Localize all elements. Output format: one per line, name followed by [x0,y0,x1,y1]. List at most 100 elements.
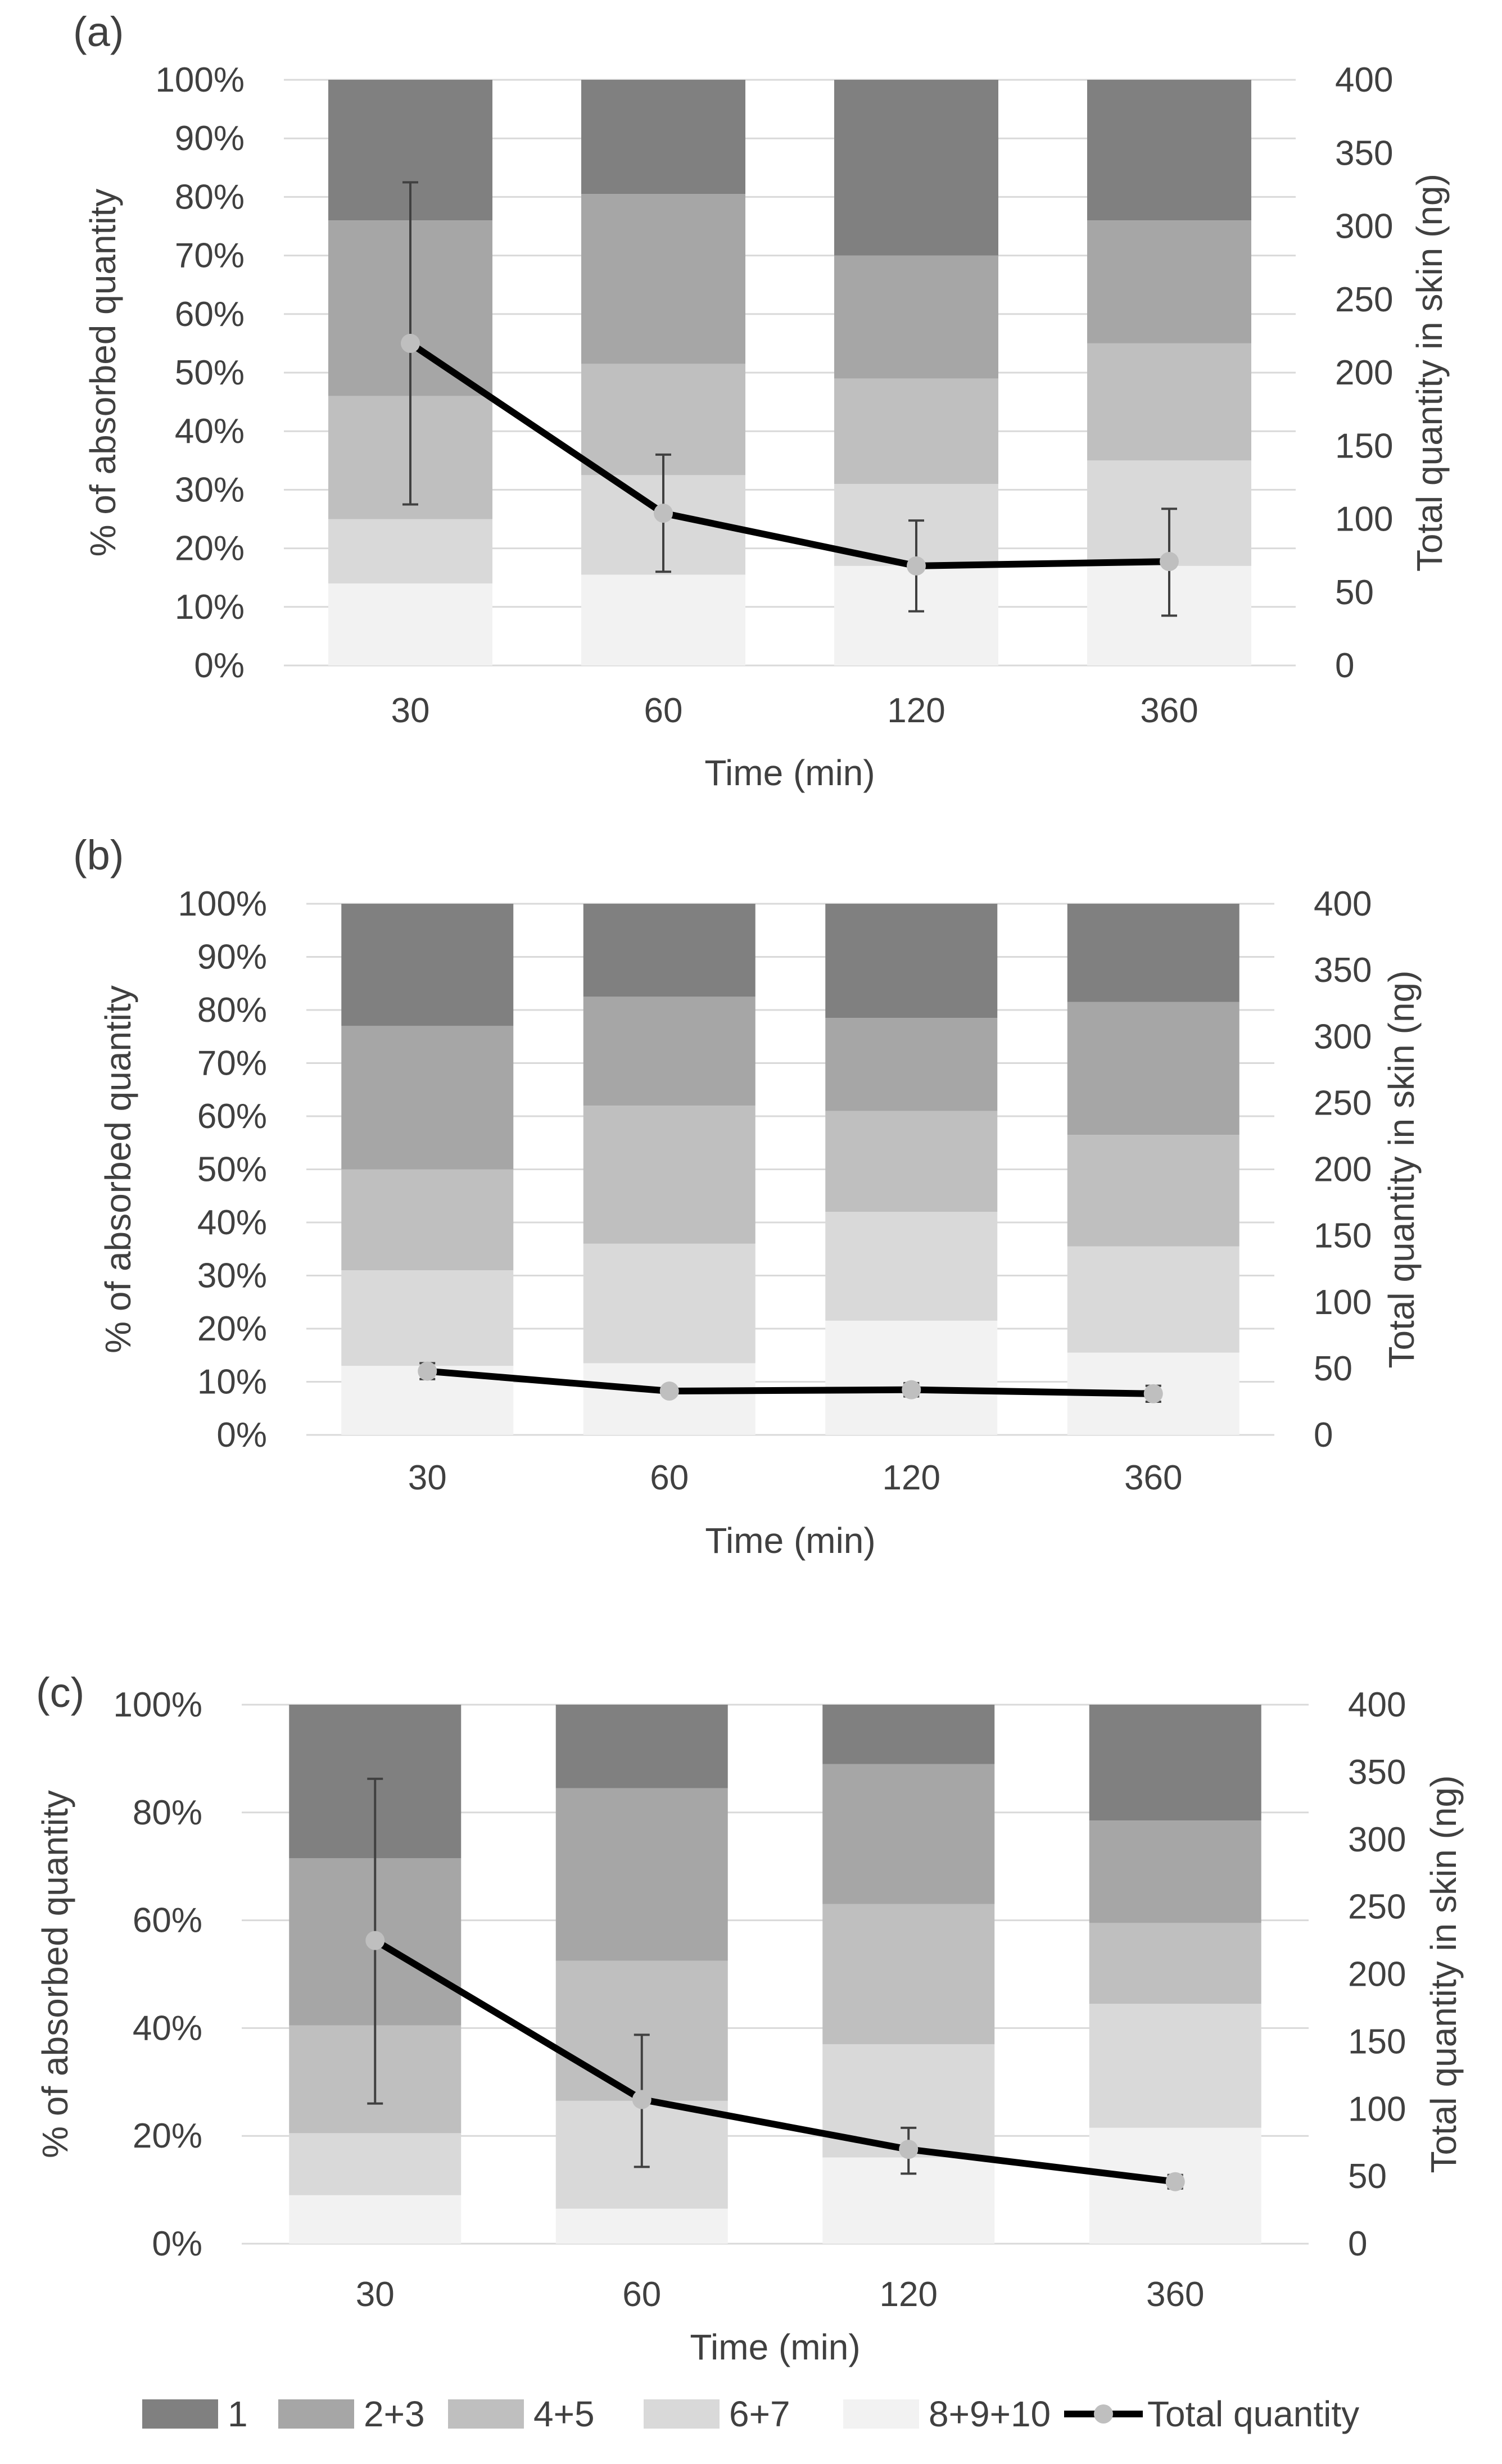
x-tick-label: 60 [650,1459,689,1497]
total-quantity-point [418,1361,437,1381]
y2-tick-label: 0 [1348,2225,1367,2263]
bar-segment [825,904,998,1018]
y-tick-label: 60% [133,1901,202,1940]
bar-segment [289,2133,462,2195]
y2-tick-label: 150 [1335,427,1393,465]
bar-segment [822,1705,995,1764]
y2-tick-label: 200 [1335,354,1393,392]
bar-segment [341,1026,514,1170]
bar-segment [1087,343,1251,461]
y-tick-label: 100% [113,1686,202,1724]
legend-swatch [278,2399,354,2429]
bar-segment [341,1270,514,1366]
total-quantity-point [654,504,673,523]
bar-segment [581,194,745,364]
bar-segment [1067,1002,1239,1135]
bar-segment [341,1169,514,1271]
y-tick-label: 80% [175,178,245,216]
legend-label: Total quantity [1147,2394,1359,2434]
legend: 1 2+3 4+5 6+7 8+9+10 Total quantity [142,2394,1359,2434]
bar-segment [1087,220,1251,343]
bar-segment [822,1764,995,1904]
bar-segment [825,1212,998,1321]
bar-segment [822,1904,995,2045]
x-tick-label: 360 [1124,1459,1182,1497]
y-tick-label: 80% [197,991,267,1030]
y2-tick-label: 400 [1314,885,1372,923]
x-tick-label: 120 [887,691,945,730]
bar-segment [583,1106,755,1244]
y-tick-label: 70% [175,237,245,275]
total-quantity-point [1165,2172,1185,2191]
y2-axis-title: Total quantity in skin (ng) [1409,174,1450,572]
y2-tick-label: 250 [1314,1084,1372,1122]
y-tick-label: 20% [197,1310,267,1348]
bar-segment [581,80,745,194]
bar-segment [583,1243,755,1364]
bar-segment [1067,904,1239,1002]
y2-tick-label: 400 [1348,1686,1406,1724]
bar-segment [834,80,998,256]
bar-segment [1089,2004,1261,2128]
y2-tick-label: 350 [1314,951,1372,990]
bar-segment [825,1320,998,1435]
y2-axis-title: Total quantity in skin (ng) [1381,971,1422,1369]
y2-tick-label: 0 [1335,646,1354,685]
y-tick-label: 40% [175,412,245,451]
total-quantity-line [408,340,1170,569]
bar-segment [341,904,514,1026]
y-tick-label: 0% [152,2225,202,2263]
y-tick-label: 40% [197,1203,267,1242]
chart-panel: 0% 10% 20% 30% 40% 50% 60% 70% 80% 90% 100% 0 50 100 1… [73,8,1450,793]
y2-tick-label: 100 [1348,2090,1406,2128]
x-tick-label: 120 [883,1459,940,1497]
y2-tick-label: 300 [1314,1017,1372,1056]
y-tick-label: 40% [133,2009,202,2048]
legend-label: 4+5 [533,2394,595,2434]
bar-segment [834,378,998,484]
y2-tick-label: 100 [1335,500,1393,539]
y2-tick-label: 300 [1335,207,1393,246]
total-quantity-point [899,2140,919,2159]
panel-label: (c) [36,1669,84,1716]
y2-tick-label: 300 [1348,1820,1406,1859]
bar-segment [1067,1246,1239,1353]
y2-tick-label: 350 [1335,134,1393,173]
total-quantity-point [401,333,420,353]
y-axis-title: % of absorbed quantity [35,1790,75,2158]
panel-label: (a) [73,8,124,55]
y-tick-label: 0% [216,1416,267,1455]
y2-axis-title: Total quantity in skin (ng) [1423,1775,1464,2173]
y-tick-label: 20% [133,2117,202,2155]
bar-segment [328,519,492,584]
y-tick-label: 60% [175,295,245,334]
y-tick-label: 10% [197,1363,267,1402]
total-quantity-line [427,1367,1153,1397]
total-quantity-point [907,556,926,576]
y-tick-label: 50% [175,354,245,392]
y-tick-label: 30% [175,470,245,509]
y-tick-label: 100% [155,61,245,99]
y2-tick-label: 150 [1314,1217,1372,1256]
total-quantity-point [659,1382,679,1401]
bar-segment [1089,1705,1261,1821]
bar-segment [555,1705,728,1788]
y-tick-label: 70% [197,1044,267,1083]
y2-tick-label: 250 [1348,1888,1406,1927]
bar-segment [1089,1923,1261,2004]
x-tick-label: 30 [408,1459,447,1497]
y2-tick-label: 50 [1335,573,1374,612]
bar-segment [581,574,745,665]
x-tick-label: 360 [1146,2275,1204,2314]
total-quantity-line [373,1937,1176,2185]
legend-swatch [448,2399,524,2429]
x-axis-title: Time (min) [690,2327,860,2367]
bar-segment [1089,1820,1261,1923]
y2-tick-label: 50 [1348,2157,1387,2196]
y2-tick-label: 200 [1348,1955,1406,1994]
total-quantity-point [1143,1384,1163,1403]
bar-segment [328,583,492,665]
x-tick-label: 60 [644,691,683,730]
x-tick-label: 360 [1140,691,1198,730]
